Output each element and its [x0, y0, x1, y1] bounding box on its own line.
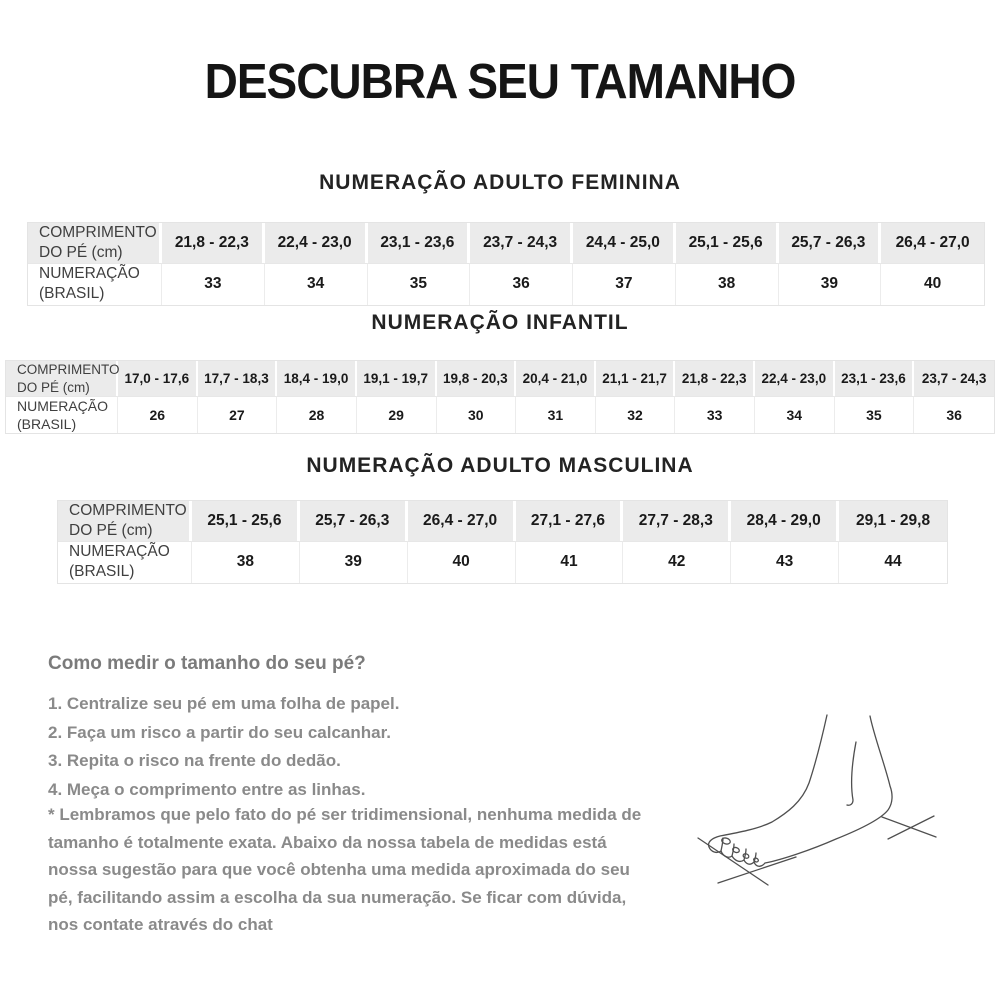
brazil-size-cell: 30 [436, 396, 517, 434]
brazil-size-cell: 33 [162, 263, 265, 305]
table-row: COMPRIMENTO DO PÉ (cm) 17,0 - 17,6 17,7 - … [6, 361, 994, 397]
foot-length-cell: 21,1 - 21,7 [595, 361, 676, 397]
brazil-size-cell: 36 [470, 263, 573, 305]
section-title-adult-male: NUMERAÇÃO ADULTO MASCULINA [306, 454, 694, 477]
foot-length-cell: 21,8 - 22,3 [162, 223, 265, 264]
brazil-size-cell: 42 [623, 541, 732, 583]
foot-length-cell: 25,1 - 25,6 [192, 501, 300, 542]
foot-length-cell: 23,1 - 23,6 [367, 223, 471, 264]
brazil-size-cell: 34 [264, 263, 368, 305]
measure-step: 1. Centralize seu pé em uma folha de pap… [48, 694, 400, 713]
brazil-size-cell: 31 [516, 396, 596, 434]
brazil-size-label: NUMERAÇÃO (BRASIL) [6, 396, 118, 434]
table-row: NUMERAÇÃO (BRASIL) 38 39 40 41 42 43 44 [58, 541, 947, 583]
foot-length-cell: 17,7 - 18,3 [197, 361, 278, 397]
brazil-size-cell: 44 [839, 541, 947, 583]
brazil-size-cell: 29 [356, 396, 437, 434]
table-row: COMPRIMENTO DO PÉ (cm) 25,1 - 25,6 25,7 - … [58, 501, 947, 542]
foot-length-cell: 23,7 - 24,3 [470, 223, 573, 264]
foot-length-label: COMPRIMENTO DO PÉ (cm) [28, 223, 162, 264]
brazil-size-cell: 28 [277, 396, 357, 434]
howto-heading: Como medir o tamanho do seu pé? [48, 653, 366, 674]
brazil-size-cell: 38 [192, 541, 300, 583]
foot-length-cell: 24,4 - 25,0 [573, 223, 676, 264]
foot-length-cell: 27,7 - 28,3 [623, 501, 732, 542]
foot-length-cell: 22,4 - 23,0 [755, 361, 835, 397]
foot-length-cell: 19,1 - 19,7 [356, 361, 437, 397]
brazil-size-cell: 40 [407, 541, 516, 583]
brazil-size-label: NUMERAÇÃO (BRASIL) [28, 263, 162, 305]
brazil-size-cell: 35 [834, 396, 915, 434]
foot-length-cell: 25,1 - 25,6 [675, 223, 779, 264]
foot-length-cell: 28,4 - 29,0 [731, 501, 840, 542]
foot-drawing-icon [697, 714, 937, 886]
foot-length-cell: 23,1 - 23,6 [834, 361, 915, 397]
foot-length-cell: 21,8 - 22,3 [675, 361, 755, 397]
table-row: NUMERAÇÃO (BRASIL) 26 27 28 29 30 31 32 33 34 35 36 [6, 396, 994, 434]
brazil-size-cell: 38 [675, 263, 779, 305]
foot-length-cell: 18,4 - 19,0 [277, 361, 357, 397]
brazil-size-cell: 39 [778, 263, 882, 305]
section-title-children: NUMERAÇÃO INFANTIL [371, 311, 629, 334]
foot-length-cell: 25,7 - 26,3 [778, 223, 882, 264]
foot-length-cell: 20,4 - 21,0 [516, 361, 596, 397]
howto-note: * Lembramos que pelo fato do pé ser trid… [48, 805, 642, 934]
measure-step: 3. Repita o risco na frente do dedão. [48, 751, 341, 770]
table-row: COMPRIMENTO DO PÉ (cm) 21,8 - 22,3 22,4 - … [28, 223, 984, 264]
table-row: NUMERAÇÃO (BRASIL) 33 34 35 36 37 38 39 40 [28, 263, 984, 305]
page-title: DESCUBRA SEU TAMANHO [204, 53, 797, 109]
brazil-size-cell: 27 [197, 396, 278, 434]
foot-length-cell: 25,7 - 26,3 [299, 501, 408, 542]
brazil-size-cell: 40 [881, 263, 984, 305]
size-table-adult-female: COMPRIMENTO DO PÉ (cm) 21,8 - 22,3 22,4 - … [27, 222, 985, 306]
brazil-size-cell: 43 [731, 541, 840, 583]
measure-step: 4. Meça o comprimento entre as linhas. [48, 779, 366, 799]
howto-steps-list: 1. Centralize seu pé em uma folha de pap… [48, 690, 668, 804]
brazil-size-cell: 32 [595, 396, 676, 434]
brazil-size-cell: 41 [515, 541, 624, 583]
foot-length-cell: 27,1 - 27,6 [515, 501, 624, 542]
foot-length-cell: 17,0 - 17,6 [118, 361, 198, 397]
brazil-size-label: NUMERAÇÃO (BRASIL) [58, 541, 192, 583]
foot-length-cell: 23,7 - 24,3 [914, 361, 994, 397]
foot-measure-illustration [660, 670, 1000, 920]
brazil-size-cell: 36 [914, 396, 994, 434]
size-table-adult-male: COMPRIMENTO DO PÉ (cm) 25,1 - 25,6 25,7 - … [57, 500, 948, 584]
brazil-size-cell: 37 [573, 263, 676, 305]
brazil-size-cell: 34 [755, 396, 835, 434]
foot-length-cell: 26,4 - 27,0 [407, 501, 516, 542]
size-table-children: COMPRIMENTO DO PÉ (cm) 17,0 - 17,6 17,7 - … [5, 360, 995, 435]
brazil-size-cell: 35 [367, 263, 471, 305]
brazil-size-cell: 33 [675, 396, 755, 434]
foot-length-cell: 22,4 - 23,0 [264, 223, 368, 264]
measure-step: 2. Faça um risco a partir do seu calcanh… [48, 722, 391, 742]
brazil-size-cell: 26 [118, 396, 198, 434]
foot-length-cell: 29,1 - 29,8 [839, 501, 947, 542]
foot-length-label: COMPRIMENTO DO PÉ (cm) [6, 361, 120, 397]
foot-length-cell: 19,8 - 20,3 [436, 361, 517, 397]
foot-length-cell: 26,4 - 27,0 [881, 223, 984, 264]
brazil-size-cell: 39 [299, 541, 408, 583]
foot-length-label: COMPRIMENTO DO PÉ (cm) [58, 501, 192, 542]
section-title-adult-female: NUMERAÇÃO ADULTO FEMININA [319, 171, 681, 194]
